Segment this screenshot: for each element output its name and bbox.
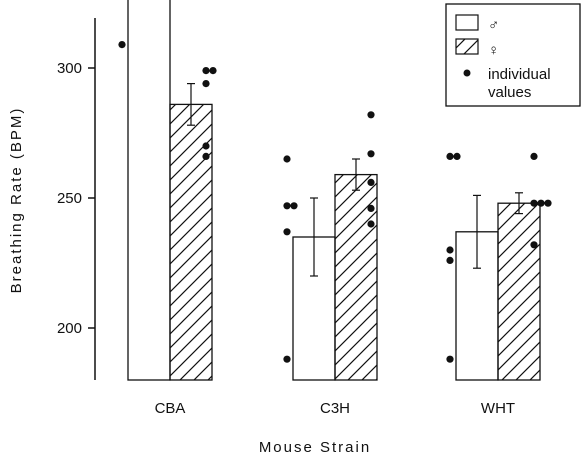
individual-point	[283, 228, 291, 236]
individual-point	[537, 199, 545, 207]
legend-swatch-male	[455, 14, 479, 31]
individual-point	[367, 111, 375, 119]
individual-point	[118, 41, 126, 49]
individual-point	[283, 155, 291, 163]
individual-point	[202, 142, 210, 150]
x-tick-labels: CBA C3H WHT	[155, 400, 516, 417]
individual-point	[290, 202, 298, 210]
individual-point	[367, 150, 375, 158]
individual-point	[446, 246, 454, 254]
individual-point	[283, 202, 291, 210]
legend-swatch-female	[455, 38, 479, 55]
y-tick-label: 250	[57, 190, 82, 207]
individual-point	[453, 152, 461, 160]
error-bars	[187, 82, 523, 277]
legend-label-points-2: values	[488, 84, 531, 101]
x-tick-label: WHT	[481, 400, 515, 417]
legend: ♂ ♀ individual values	[445, 3, 581, 107]
bar-female	[169, 103, 213, 381]
x-tick-label: C3H	[320, 400, 350, 417]
individual-point	[446, 256, 454, 264]
individual-point	[367, 204, 375, 212]
individual-point	[544, 199, 552, 207]
individual-point	[202, 152, 210, 160]
y-tick-label: 300	[57, 60, 82, 77]
x-tick-label: CBA	[155, 400, 186, 417]
individual-point	[209, 67, 217, 75]
individual-point	[202, 80, 210, 88]
individual-point	[446, 152, 454, 160]
legend-label-female: ♀	[488, 42, 499, 59]
y-tick-label: 200	[57, 320, 82, 337]
individual-point	[530, 241, 538, 249]
individual-points	[118, 41, 552, 363]
individual-point	[530, 152, 538, 160]
legend-point-marker	[463, 69, 471, 77]
individual-point	[367, 220, 375, 228]
bar-male	[127, 0, 171, 381]
individual-point	[283, 355, 291, 363]
bar-female	[497, 202, 541, 381]
legend-label-male: ♂	[488, 17, 499, 34]
individual-point	[202, 67, 210, 75]
y-ticks: 200250300350	[57, 60, 95, 337]
individual-point	[530, 199, 538, 207]
individual-point	[367, 178, 375, 186]
legend-label-points-1: individual	[488, 66, 551, 83]
individual-point	[446, 355, 454, 363]
x-axis-title: Mouse Strain	[259, 439, 371, 456]
y-axis-title: Breathing Rate (BPM)	[8, 107, 25, 294]
